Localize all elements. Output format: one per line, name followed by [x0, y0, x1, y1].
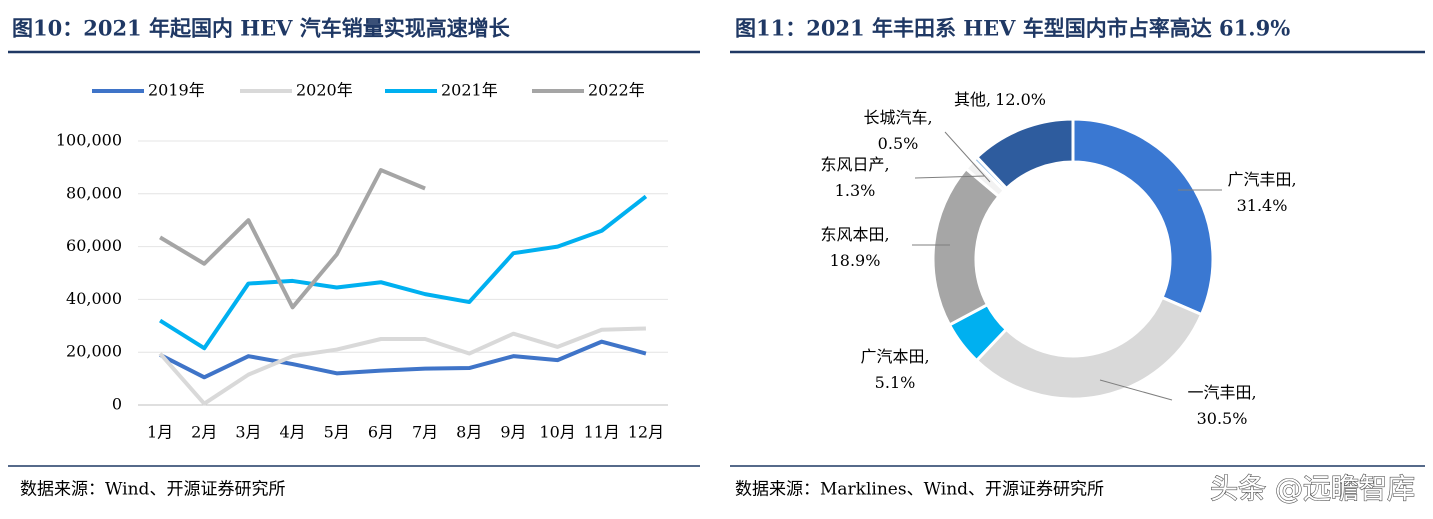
slice-value: 0.5% [878, 134, 919, 153]
slice-name: 其他 [954, 90, 986, 109]
y-tick-label: 40,000 [66, 289, 122, 308]
x-tick-label: 3月 [235, 423, 261, 442]
separator: , [884, 155, 889, 174]
x-tick-label: 10月 [539, 423, 575, 442]
slice-label: 广汽丰田, 31.4% [1227, 170, 1296, 215]
slice-label: 东风日产, 1.3% [820, 155, 889, 200]
x-tick-label: 6月 [368, 423, 394, 442]
donut-slice [931, 166, 1001, 327]
slice-label: 东风本田, 18.9% [820, 225, 889, 270]
slice-value: 12.0% [995, 90, 1046, 109]
chart-title: 图11：2021 年丰田系 HEV 车型国内市占率高达 61.9% [735, 16, 1290, 41]
legend-label: 2020年 [296, 81, 353, 100]
x-tick-label: 1月 [147, 423, 173, 442]
y-tick-label: 20,000 [66, 342, 122, 361]
source: 数据来源：Wind、开源证券研究所 [20, 480, 285, 500]
slice-value: 1.3% [835, 181, 876, 200]
donut-slice [1071, 117, 1215, 317]
y-tick-label: 80,000 [66, 183, 122, 202]
y-tick-label: 60,000 [66, 236, 122, 255]
separator: , [884, 225, 889, 244]
slice-label: 长城汽车, 0.5% [863, 108, 932, 153]
slice-name: 东风本田 [820, 225, 884, 244]
separator: , [924, 347, 929, 366]
series-line [159, 339, 647, 380]
slice-label: 一汽丰田, 30.5% [1187, 383, 1256, 428]
donut-slice [974, 117, 1075, 191]
legend-label: 2021年 [441, 81, 498, 100]
separator: , [1251, 383, 1256, 402]
series-line [159, 194, 648, 351]
x-tick-label: 11月 [584, 423, 620, 442]
separator: , [927, 108, 932, 127]
slice-value: 5.1% [875, 373, 916, 392]
x-tick-label: 9月 [500, 423, 526, 442]
series-line [158, 326, 646, 406]
leader-line [944, 131, 991, 183]
chart-title: 图10：2021 年起国内 HEV 汽车销量实现高速增长 [12, 16, 511, 41]
donut-slice [974, 295, 1204, 401]
x-tick-label: 5月 [324, 423, 350, 442]
slice-label: 其他, 12.0% [954, 90, 1046, 109]
slice-value: 30.5% [1197, 409, 1248, 428]
slice-name: 一汽丰田 [1187, 383, 1251, 402]
x-tick-label: 2月 [191, 423, 217, 442]
x-tick-label: 7月 [412, 423, 438, 442]
source: 数据来源：Marklines、Wind、开源证券研究所 [735, 480, 1104, 500]
watermark: 头条 @远瞻智库 [1210, 472, 1415, 505]
leader-line [914, 175, 986, 179]
slice-value: 31.4% [1237, 196, 1288, 215]
slice-label: 广汽本田, 5.1% [860, 347, 929, 392]
x-tick-label: 12月 [628, 423, 664, 442]
separator: , [1291, 170, 1296, 189]
series-line [159, 168, 426, 310]
y-tick-label: 100,000 [56, 131, 122, 150]
separator: , [986, 90, 991, 109]
slice-value: 18.9% [830, 251, 881, 270]
slice-name: 东风日产 [820, 155, 884, 174]
legend-label: 2022年 [588, 81, 645, 100]
slice-name: 广汽丰田 [1227, 170, 1291, 189]
legend-label: 2019年 [148, 81, 205, 100]
slice-name: 长城汽车 [863, 108, 927, 127]
x-tick-label: 8月 [456, 423, 482, 442]
y-tick-label: 0 [112, 395, 122, 414]
slice-name: 广汽本田 [860, 347, 924, 366]
leader-line [1099, 379, 1173, 401]
x-tick-label: 4月 [279, 423, 305, 442]
